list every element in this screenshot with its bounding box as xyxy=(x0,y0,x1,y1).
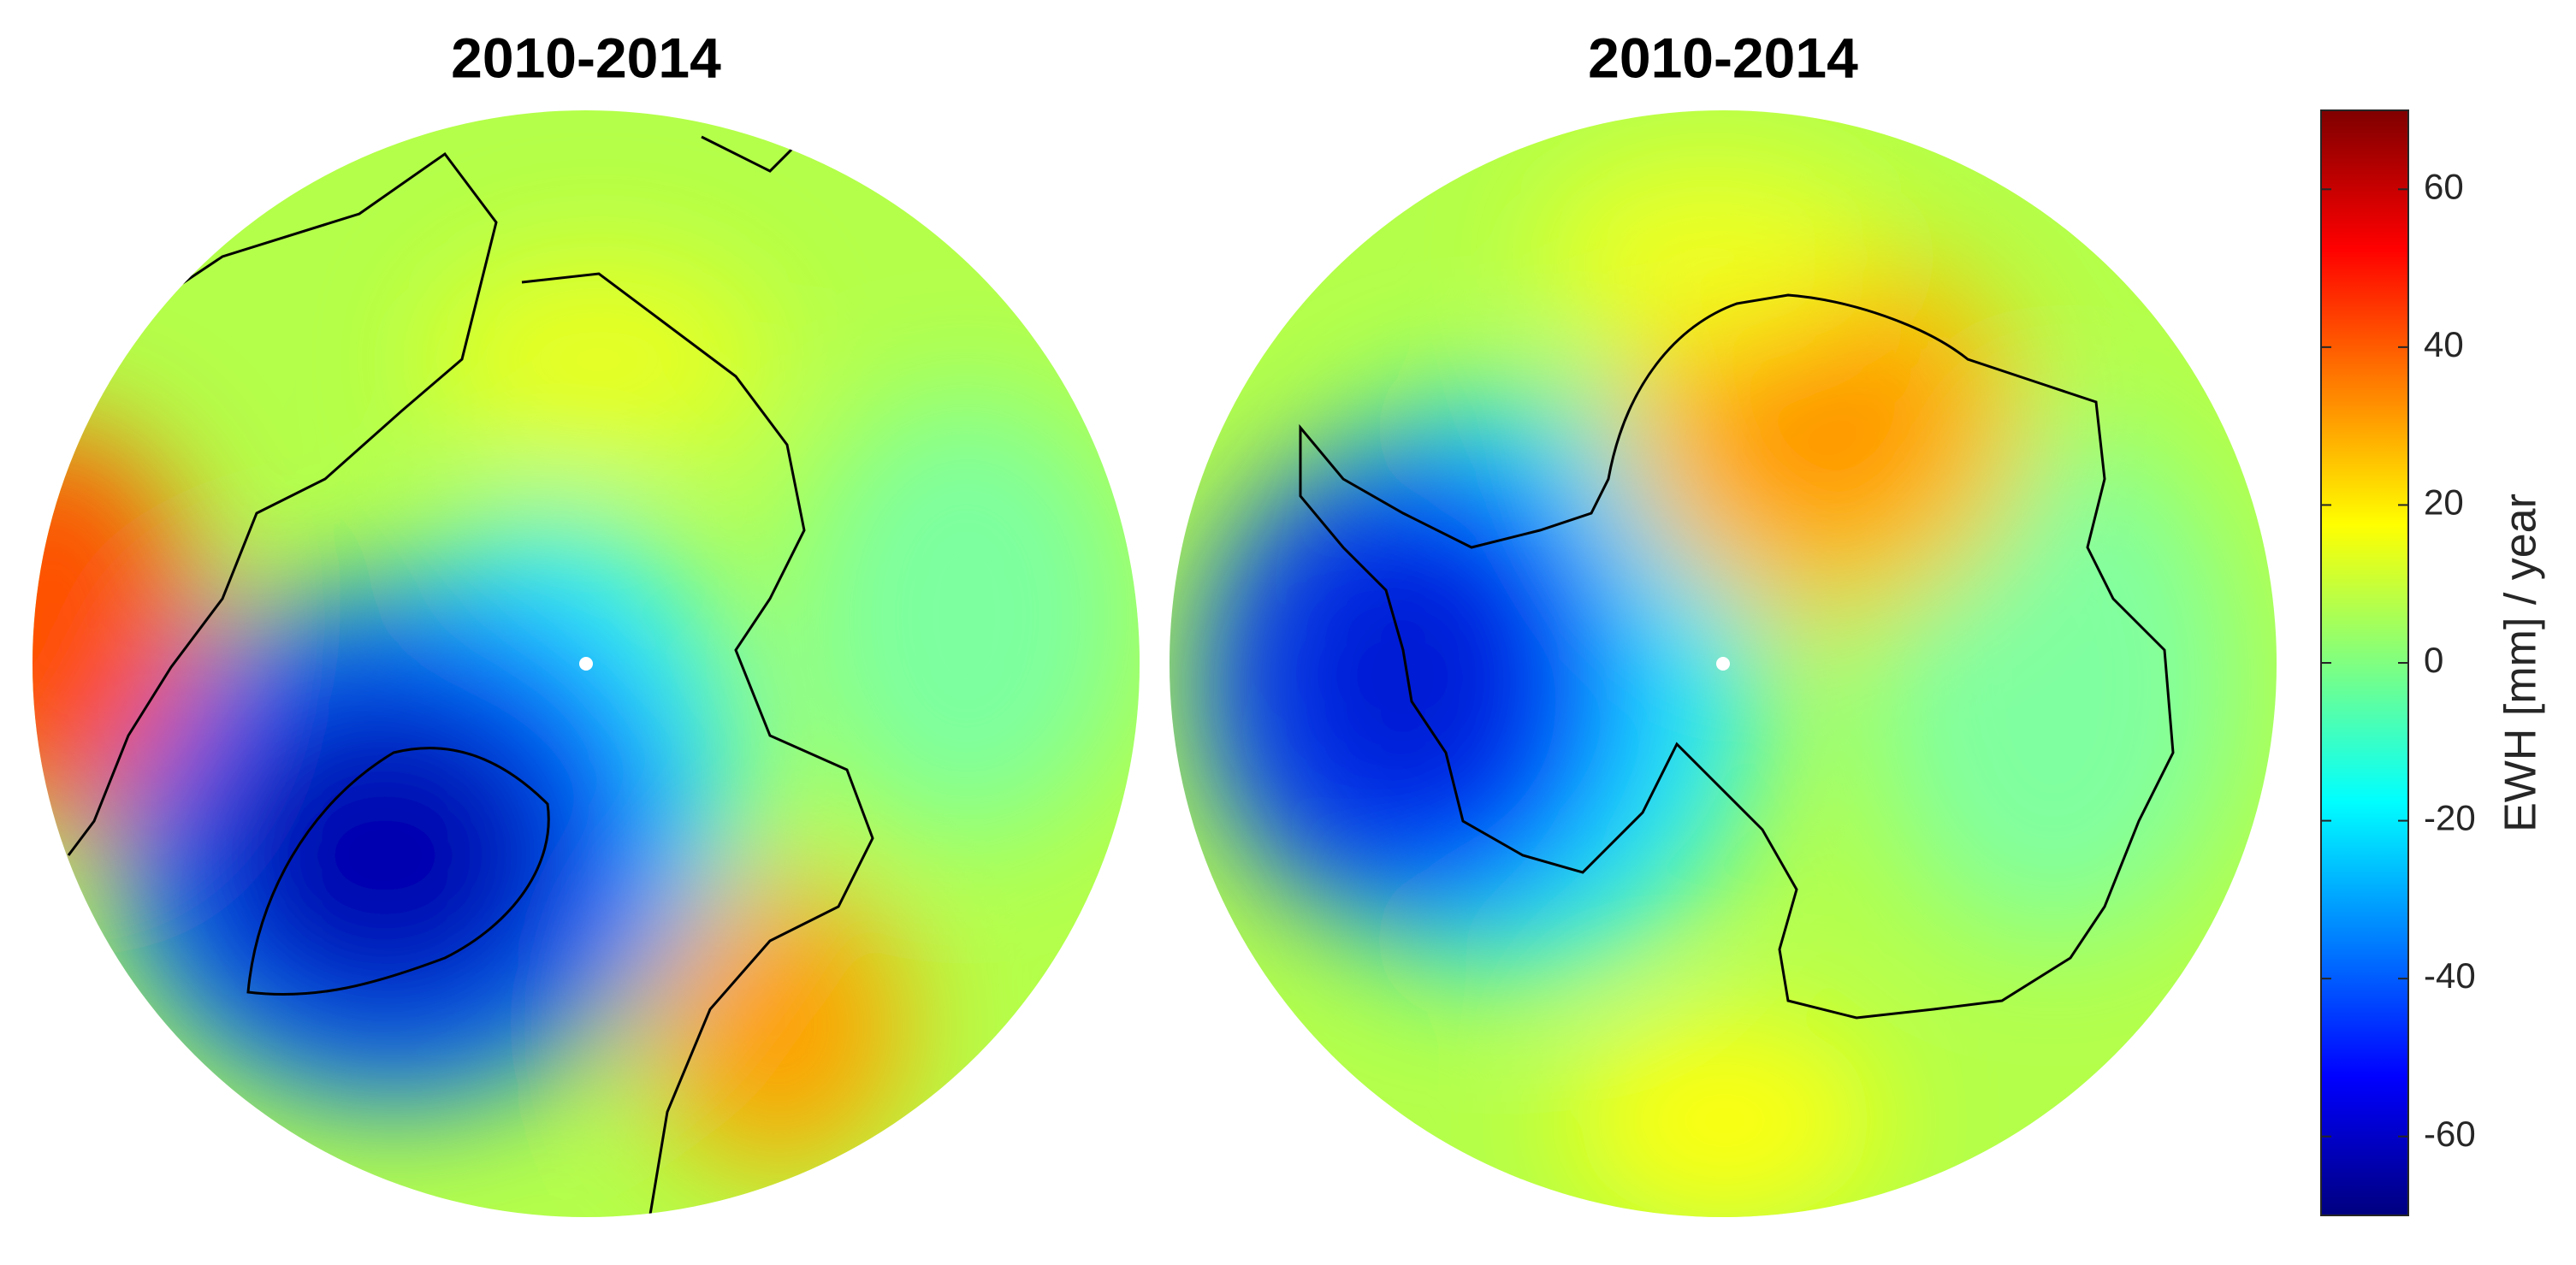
tick-label: 20 xyxy=(2424,482,2464,523)
tick-label: -60 xyxy=(2424,1114,2476,1154)
pole-marker xyxy=(579,657,593,671)
colorbar-label: EWH [mm] / year xyxy=(2496,494,2546,832)
arctic-map xyxy=(33,110,1140,1217)
colorbar xyxy=(2320,109,2409,1216)
tick-label: 40 xyxy=(2424,324,2464,364)
tick-label: -40 xyxy=(2424,955,2476,996)
tick-label: 60 xyxy=(2424,166,2464,206)
map-title: 2010-2014 xyxy=(1588,26,1858,89)
antarctic-map xyxy=(1170,110,2277,1217)
tick-label: 0 xyxy=(2424,640,2443,680)
tick-label: -20 xyxy=(2424,798,2476,838)
pole-marker xyxy=(1716,657,1730,671)
map-title: 2010-2014 xyxy=(451,26,721,89)
